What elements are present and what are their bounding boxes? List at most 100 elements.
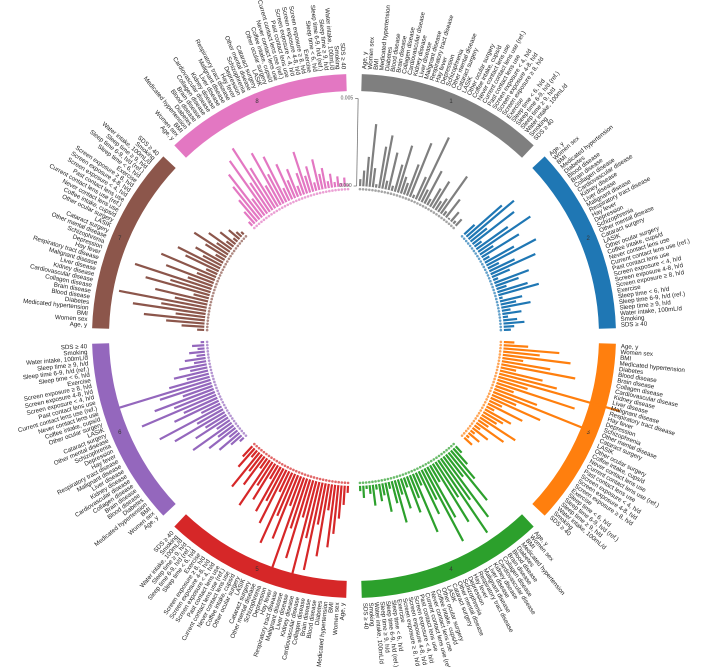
bar-point bbox=[469, 245, 472, 248]
bar-point bbox=[499, 326, 502, 329]
bar-point bbox=[208, 310, 211, 313]
bar bbox=[344, 486, 345, 505]
bar-point bbox=[463, 432, 466, 435]
bar-point bbox=[396, 194, 399, 197]
bar-point bbox=[498, 356, 501, 359]
bar-point bbox=[496, 301, 499, 304]
bar-point bbox=[482, 404, 485, 407]
bar-point bbox=[207, 316, 210, 319]
bar-point bbox=[270, 456, 273, 459]
bar bbox=[376, 484, 377, 489]
bar bbox=[330, 174, 332, 188]
bar-point bbox=[487, 274, 490, 277]
bar-point bbox=[461, 434, 464, 437]
bar-point bbox=[258, 447, 261, 450]
bar bbox=[443, 211, 446, 215]
bar-point bbox=[494, 295, 497, 298]
bar-point bbox=[448, 447, 451, 450]
bar-point bbox=[384, 478, 387, 481]
bar-point bbox=[206, 323, 209, 326]
bar-point bbox=[497, 307, 500, 310]
bar-point bbox=[410, 470, 413, 473]
bar bbox=[427, 199, 430, 205]
bar bbox=[194, 361, 206, 363]
bar-point bbox=[362, 188, 365, 191]
bar-point bbox=[219, 274, 222, 277]
bar-point bbox=[313, 193, 316, 196]
bar-point bbox=[240, 430, 243, 433]
bar bbox=[413, 195, 414, 198]
bar bbox=[119, 291, 207, 308]
bar-point bbox=[213, 381, 216, 384]
bar-point bbox=[443, 451, 446, 454]
bar-point bbox=[408, 198, 411, 201]
bar-point bbox=[498, 359, 501, 362]
bar-point bbox=[490, 387, 493, 390]
bar-point bbox=[452, 443, 455, 446]
bar bbox=[379, 484, 382, 501]
bar-marks bbox=[113, 124, 619, 584]
bar-point bbox=[295, 199, 298, 202]
variable-label: SDS ≥ 40 bbox=[61, 343, 88, 351]
bar bbox=[363, 171, 364, 187]
bar bbox=[503, 322, 524, 324]
bar-point bbox=[206, 344, 209, 347]
bar-point bbox=[438, 455, 441, 458]
axis-tick-label: 0.000 bbox=[339, 183, 352, 189]
bar-point bbox=[237, 245, 240, 248]
bar bbox=[240, 438, 244, 442]
bar-point bbox=[427, 461, 430, 464]
bar bbox=[499, 297, 502, 298]
bar-point bbox=[368, 481, 371, 484]
bar-point bbox=[268, 455, 271, 458]
bar-point bbox=[207, 353, 210, 356]
bar-point bbox=[482, 266, 485, 269]
bar-point bbox=[223, 404, 226, 407]
bar-point bbox=[438, 215, 441, 218]
bar-point bbox=[371, 481, 374, 484]
bar-point bbox=[487, 395, 490, 398]
bar-point bbox=[217, 277, 220, 280]
bar-point bbox=[371, 189, 374, 192]
bar-point bbox=[499, 350, 502, 353]
bar-point bbox=[328, 480, 331, 483]
bar-point bbox=[284, 205, 287, 208]
bar-point bbox=[347, 482, 350, 485]
bar bbox=[376, 184, 377, 187]
bar-point bbox=[413, 201, 416, 204]
bar bbox=[373, 485, 376, 506]
bar-point bbox=[255, 225, 258, 228]
bar-point bbox=[214, 384, 217, 387]
bar-point bbox=[310, 475, 313, 478]
bar bbox=[370, 124, 377, 187]
bar-point bbox=[307, 474, 310, 477]
bar-point bbox=[231, 252, 234, 255]
bar-point bbox=[435, 456, 438, 459]
bar-point bbox=[206, 326, 209, 329]
bar-point bbox=[255, 445, 258, 448]
bar-point bbox=[245, 235, 248, 238]
bar-point bbox=[221, 401, 224, 404]
bar-point bbox=[208, 359, 211, 362]
bar bbox=[502, 358, 523, 361]
bar-point bbox=[233, 250, 236, 253]
bar bbox=[503, 317, 508, 318]
bar-point bbox=[295, 470, 298, 473]
bar-point bbox=[206, 347, 209, 350]
bar bbox=[466, 435, 469, 437]
bar-point bbox=[499, 344, 502, 347]
bar-point bbox=[495, 372, 498, 375]
bar bbox=[182, 325, 205, 326]
bar-point bbox=[499, 319, 502, 322]
bar-point bbox=[471, 247, 474, 250]
bar-point bbox=[292, 469, 295, 472]
bar-point bbox=[260, 220, 263, 223]
bar-point bbox=[474, 252, 477, 255]
bar-point bbox=[424, 463, 427, 466]
bar-point bbox=[270, 213, 273, 216]
bar-point bbox=[243, 237, 246, 240]
bar bbox=[335, 182, 336, 187]
bar-point bbox=[322, 191, 325, 194]
bar-point bbox=[484, 401, 487, 404]
